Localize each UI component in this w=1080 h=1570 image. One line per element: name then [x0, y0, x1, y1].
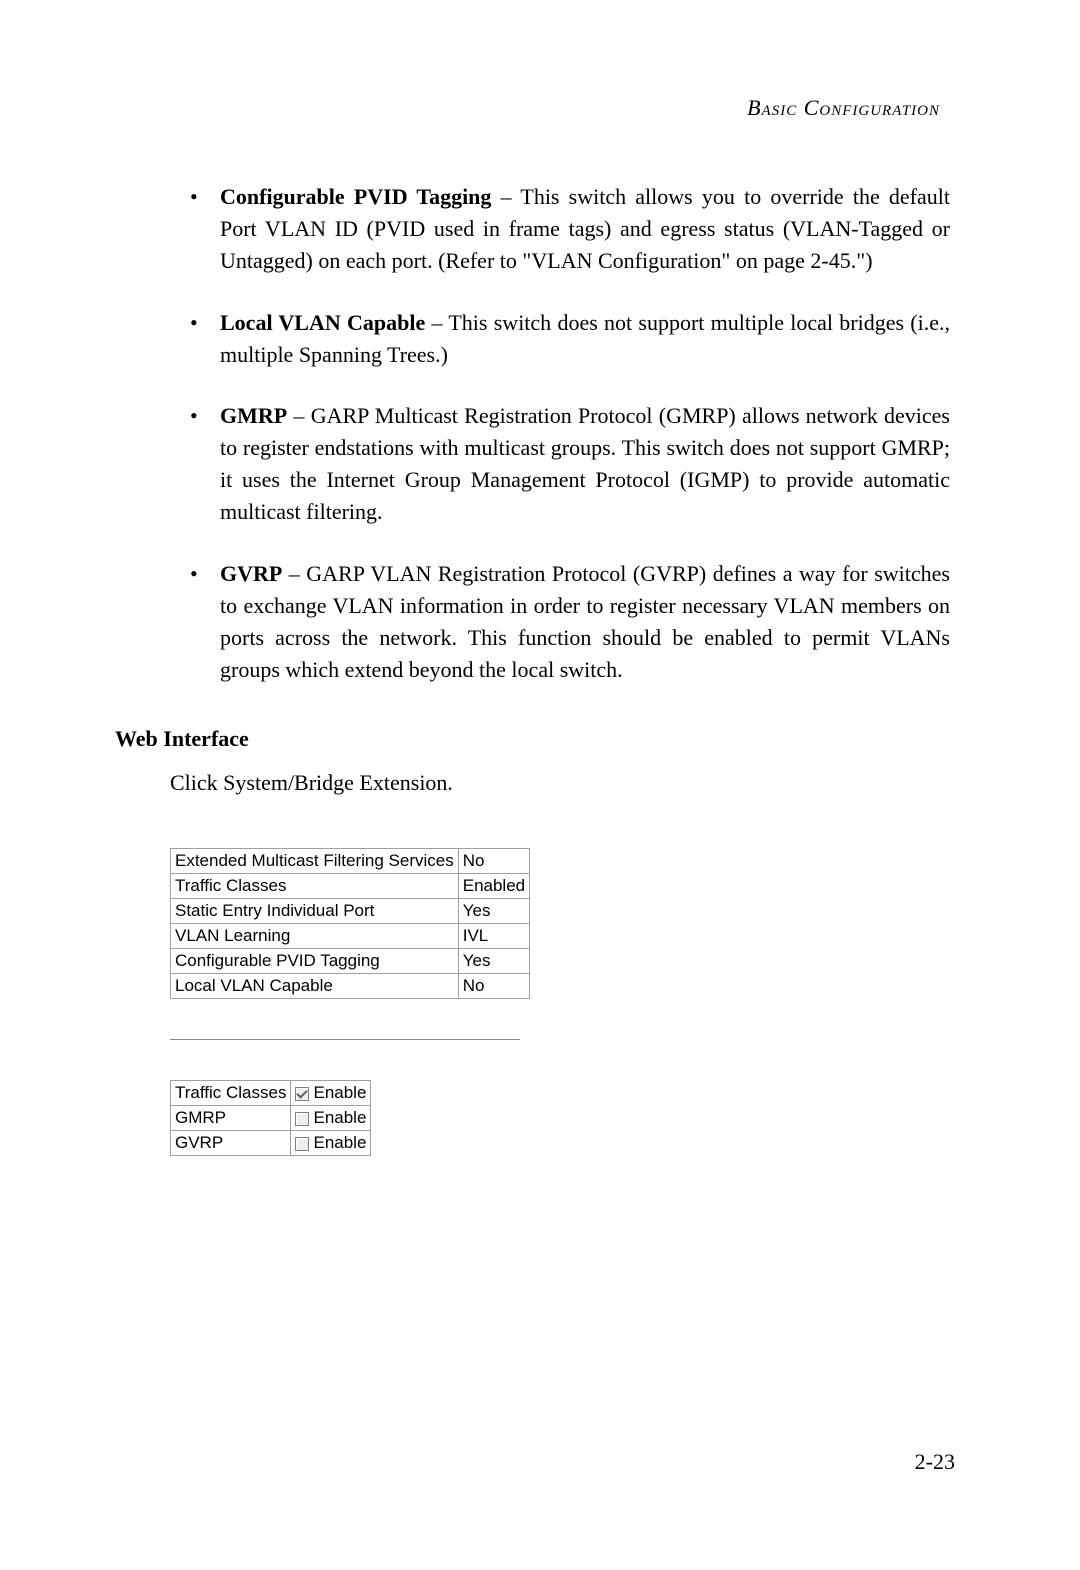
bullet-item: • GVRP – GARP VLAN Registration Protocol…: [190, 558, 950, 686]
bullet-text: GVRP – GARP VLAN Registration Protocol (…: [220, 558, 950, 686]
cell-value: No: [458, 849, 529, 874]
bullet-body: – GARP Multicast Registration Protocol (…: [220, 403, 950, 524]
table-row: Configurable PVID TaggingYes: [171, 949, 530, 974]
bullet-item: • Configurable PVID Tagging – This switc…: [190, 181, 950, 277]
cell-label: GVRP: [171, 1131, 291, 1156]
cell-label: Traffic Classes: [171, 1081, 291, 1106]
cell-label: Extended Multicast Filtering Services: [171, 849, 459, 874]
enable-label: Enable: [313, 1133, 366, 1152]
bullet-title: Local VLAN Capable: [220, 310, 425, 335]
cell-label: Traffic Classes: [171, 874, 459, 899]
enable-table: Traffic Classes Enable GMRP Enable GVRP …: [170, 1080, 371, 1156]
cell-control: Enable: [291, 1131, 371, 1156]
enable-label: Enable: [313, 1108, 366, 1127]
bullet-title: GMRP: [220, 403, 287, 428]
checkbox-icon[interactable]: [295, 1137, 309, 1151]
checkbox-checked-icon[interactable]: [295, 1087, 309, 1101]
bullet-title: GVRP: [220, 561, 282, 586]
bullet-text: Configurable PVID Tagging – This switch …: [220, 181, 950, 277]
cell-label: Configurable PVID Tagging: [171, 949, 459, 974]
cell-label: VLAN Learning: [171, 924, 459, 949]
bullet-marker: •: [190, 181, 220, 277]
bullet-item: • Local VLAN Capable – This switch does …: [190, 307, 950, 371]
cell-value: IVL: [458, 924, 529, 949]
cell-label: GMRP: [171, 1106, 291, 1131]
cell-label: Static Entry Individual Port: [171, 899, 459, 924]
bullet-text: Local VLAN Capable – This switch does no…: [220, 307, 950, 371]
table-row: Traffic Classes Enable: [171, 1081, 371, 1106]
table-row: GMRP Enable: [171, 1106, 371, 1131]
cell-label: Local VLAN Capable: [171, 974, 459, 999]
divider: [170, 1039, 520, 1040]
enable-label: Enable: [313, 1083, 366, 1102]
page-header: Basic Configuration: [120, 95, 940, 121]
table-row: VLAN LearningIVL: [171, 924, 530, 949]
ui-screenshot-zone: Extended Multicast Filtering ServicesNo …: [170, 848, 960, 1156]
section-heading: Web Interface: [115, 726, 960, 752]
bullet-body: – GARP VLAN Registration Protocol (GVRP)…: [220, 561, 950, 682]
cell-value: Enabled: [458, 874, 529, 899]
bullet-marker: •: [190, 558, 220, 686]
table-row: Extended Multicast Filtering ServicesNo: [171, 849, 530, 874]
bullet-text: GMRP – GARP Multicast Registration Proto…: [220, 400, 950, 528]
table-row: Static Entry Individual PortYes: [171, 899, 530, 924]
table-row: GVRP Enable: [171, 1131, 371, 1156]
page-number: 2-23: [915, 1449, 955, 1475]
bullet-list: • Configurable PVID Tagging – This switc…: [190, 181, 950, 686]
bullet-marker: •: [190, 307, 220, 371]
cell-control: Enable: [291, 1106, 371, 1131]
body-text: Click System/Bridge Extension.: [170, 767, 960, 799]
checkbox-icon[interactable]: [295, 1112, 309, 1126]
cell-value: Yes: [458, 949, 529, 974]
cell-control: Enable: [291, 1081, 371, 1106]
table-row: Traffic ClassesEnabled: [171, 874, 530, 899]
cell-value: No: [458, 974, 529, 999]
bullet-item: • GMRP – GARP Multicast Registration Pro…: [190, 400, 950, 528]
cell-value: Yes: [458, 899, 529, 924]
bullet-marker: •: [190, 400, 220, 528]
table-row: Local VLAN CapableNo: [171, 974, 530, 999]
status-table: Extended Multicast Filtering ServicesNo …: [170, 848, 530, 999]
bullet-title: Configurable PVID Tagging: [220, 184, 491, 209]
